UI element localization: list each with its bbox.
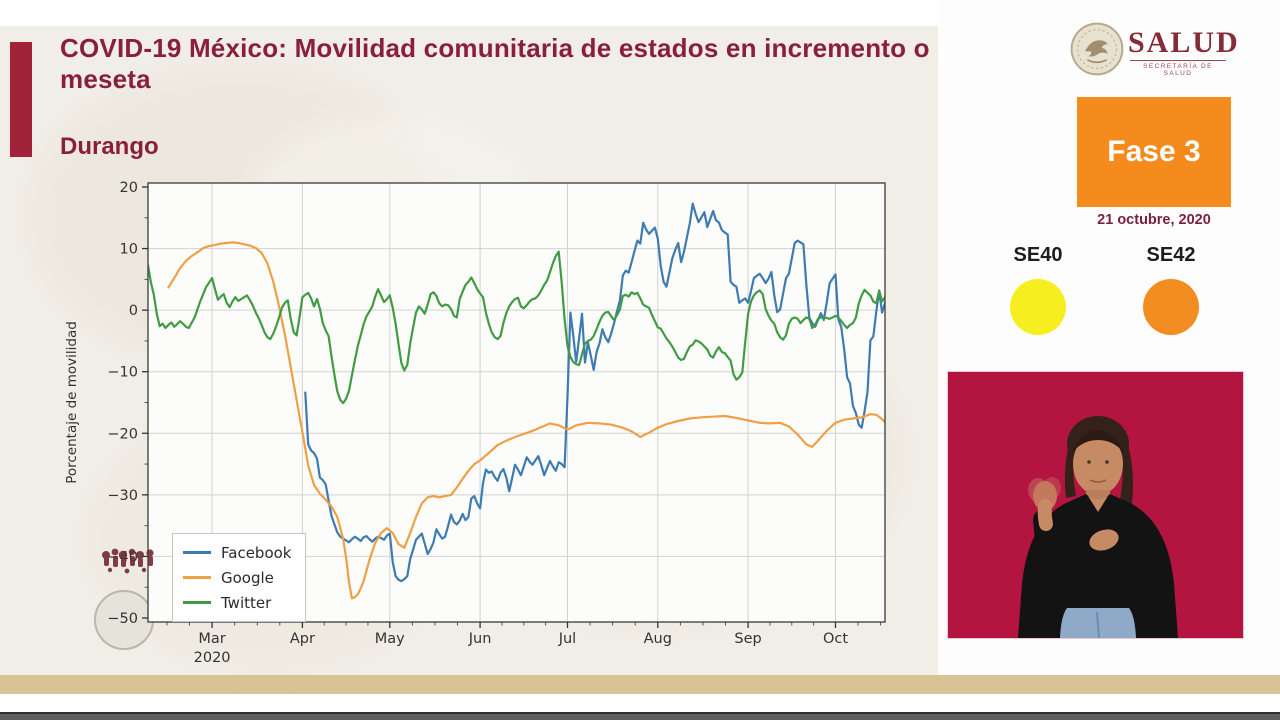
chart-legend: Facebook Google Twitter [172, 533, 307, 622]
legend-label: Facebook [221, 543, 292, 562]
week-se40-indicator [1010, 279, 1066, 335]
legend-line-swatch [183, 601, 211, 604]
sign-language-interpreter-video [947, 371, 1244, 639]
legend-line-swatch [183, 551, 211, 554]
watermark-swirl [420, 286, 900, 626]
watermark-swirl [240, 116, 540, 336]
legend-label: Google [221, 568, 274, 587]
legend-label: Twitter [221, 593, 272, 612]
legend-item-google: Google [183, 565, 291, 590]
sign-language-interpreter [1018, 416, 1178, 639]
bottom-tan-bar [0, 675, 1280, 694]
watermark-seal-circle [94, 590, 154, 650]
phase-badge: Fase 3 [1077, 97, 1231, 207]
legend-item-twitter: Twitter [183, 590, 291, 615]
salud-logo [1068, 20, 1268, 80]
page-title: COVID-19 México: Movilidad comunitaria d… [60, 33, 930, 94]
week-se42-label: SE42 [1146, 244, 1196, 266]
week-se42-indicator [1143, 279, 1199, 335]
salud-wordmark: SALUD [1128, 26, 1240, 59]
state-subtitle: Durango [60, 133, 159, 160]
watermark-red-motif [102, 548, 154, 574]
legend-item-facebook: Facebook [183, 540, 291, 565]
phase-label: Fase 3 [1107, 135, 1201, 168]
bottom-gray-bar [0, 712, 1280, 720]
week-se40-label: SE40 [1013, 244, 1063, 266]
salud-secretaria-label: SECRETARÍA DE SALUD [1130, 60, 1226, 77]
eagle-seal-icon [1070, 22, 1124, 76]
legend-line-swatch [183, 576, 211, 579]
title-accent-bar [10, 42, 32, 157]
report-date: 21 octubre, 2020 [1097, 212, 1211, 228]
